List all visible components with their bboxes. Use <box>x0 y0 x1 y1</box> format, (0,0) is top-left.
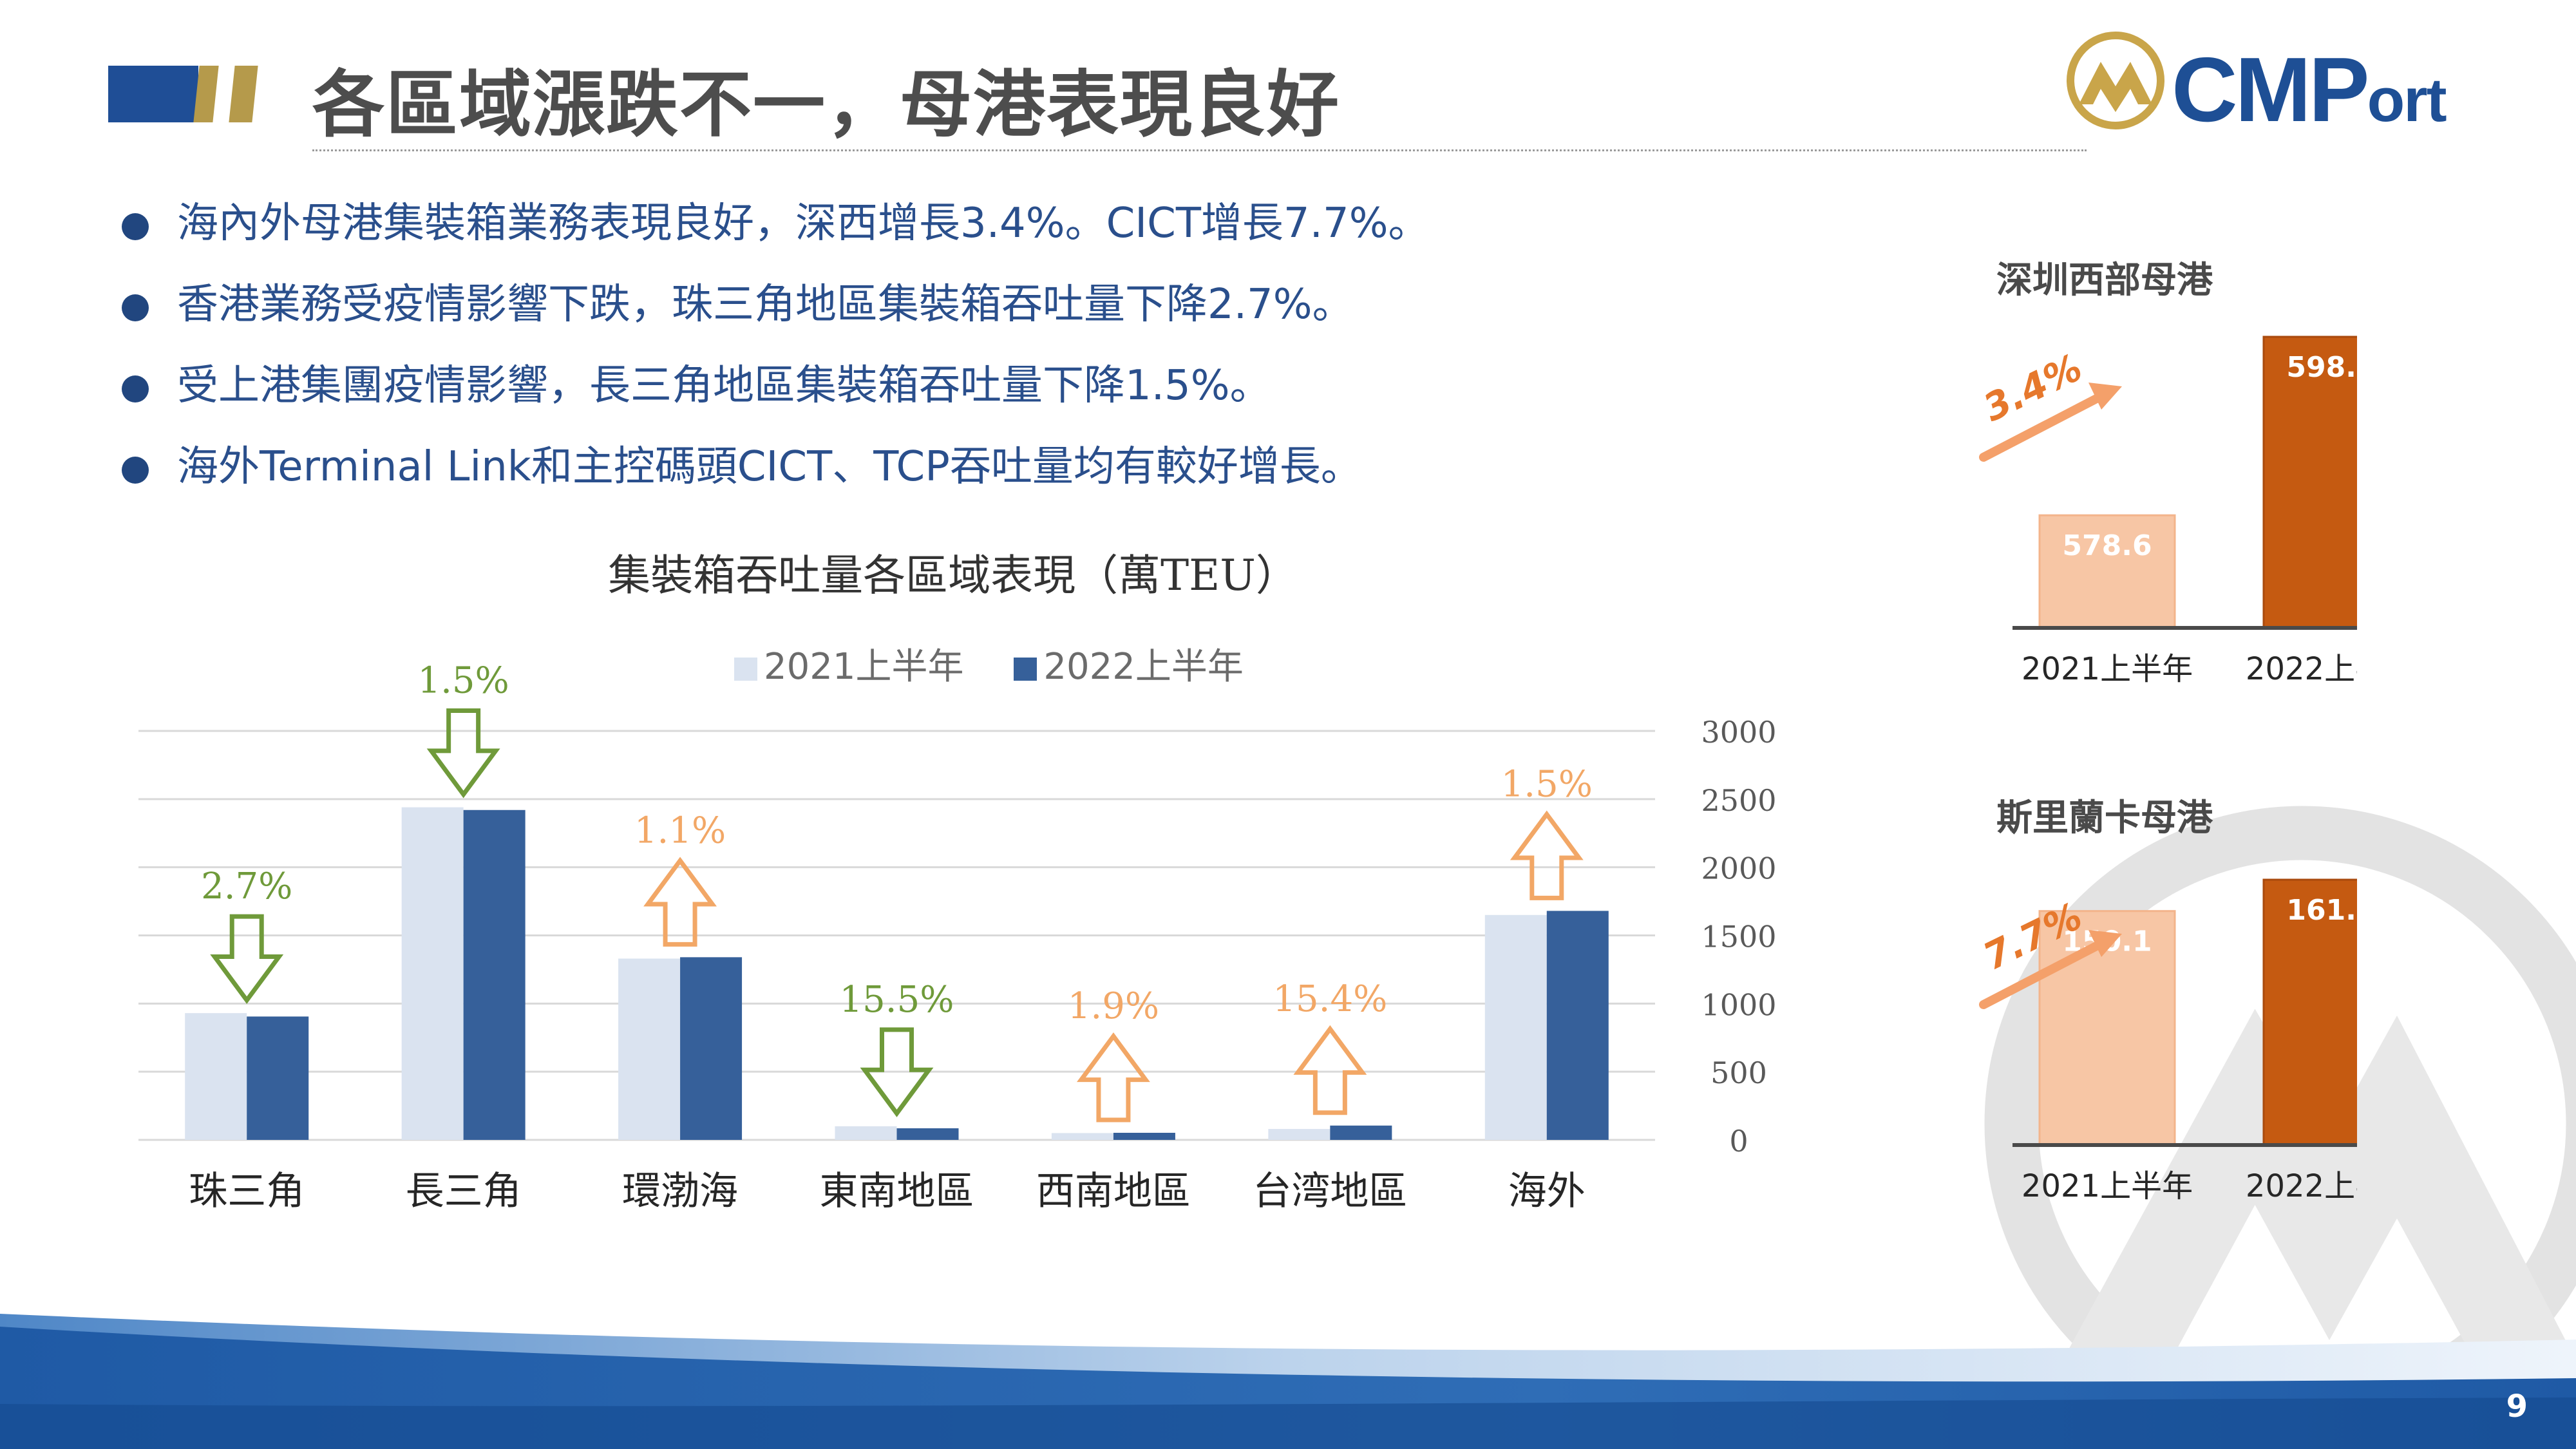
bar-2022 <box>247 1016 309 1140</box>
title-divider <box>312 149 2087 151</box>
bar-2021 <box>185 1013 247 1140</box>
shenzhen-west-chart: 深圳西部母港 578.6 2021上半年 598.3 2022上半年 3.4% <box>1868 245 2357 696</box>
y-tick-label: 1500 <box>1701 920 1776 954</box>
header-bar-block <box>108 66 198 122</box>
x-category-label: 2022上半年 <box>2246 1168 2357 1204</box>
bullet-dot-icon <box>122 294 149 321</box>
growth-label: 3.4% <box>1976 345 2088 430</box>
bar-2022 <box>1546 911 1609 1140</box>
down-arrow-icon <box>210 914 284 1005</box>
x-category-label: 2022上半年 <box>2246 651 2357 687</box>
growth-arrow-icon <box>1979 938 2107 1009</box>
cmport-emblem-icon <box>2067 32 2164 129</box>
growth-arrowhead-icon <box>2088 383 2122 410</box>
growth-arrow-icon <box>1979 391 2107 462</box>
bar-2021 <box>835 1126 897 1140</box>
y-tick-label: 2000 <box>1701 851 1776 886</box>
up-arrow-icon <box>1510 810 1584 900</box>
change-label: 1.1% <box>634 810 726 851</box>
x-category-label: 東南地區 <box>820 1169 974 1214</box>
up-arrow-icon <box>1293 1025 1367 1115</box>
side-chart-title: 斯里蘭卡母港 <box>1996 797 2213 839</box>
change-label: 1.5% <box>1501 763 1593 805</box>
logo-wordmark: CMPort <box>2172 39 2447 141</box>
page-number: 9 <box>2506 1388 2528 1425</box>
legend-item-2022: 2022上半年 <box>1014 638 1244 690</box>
bullet-dot-icon <box>122 375 149 402</box>
change-label: 1.5% <box>418 660 509 702</box>
regional-throughput-chart: 集裝箱吞吐量各區域表現（萬TEU） 2021上半年 2022上半年 3000 25… <box>97 541 1848 1256</box>
x-category-label: 珠三角 <box>189 1169 305 1214</box>
bar-2021 <box>618 958 681 1140</box>
main-chart-svg: 3000 2500 2000 1500 1000 500 0 珠三角 2.7% 長三角 1.5% 環渤… <box>138 660 1777 1214</box>
chart-legend: 2021上半年 2022上半年 <box>734 638 1282 690</box>
bar-2022 <box>2262 336 2357 629</box>
y-tick-label: 0 <box>1729 1124 1748 1159</box>
header-bar-gold-2 <box>229 66 258 122</box>
bar-2021 <box>1051 1133 1113 1140</box>
x-category-label: 2021上半年 <box>2022 1168 2193 1204</box>
x-category-label: 長三角 <box>406 1169 522 1214</box>
side-chart-title: 深圳西部母港 <box>1996 260 2213 301</box>
change-label: 15.4% <box>1273 978 1387 1020</box>
data-label: 578.6 <box>2062 529 2152 562</box>
bar-2021 <box>1268 1129 1331 1140</box>
bar-2021 <box>401 807 464 1140</box>
sri-lanka-chart: 斯里蘭卡母港 150.12021上半年161.72022上半年7.7% <box>1868 779 2357 1230</box>
y-tick-label: 3000 <box>1701 715 1776 750</box>
bullet-dot-icon <box>122 213 149 240</box>
up-arrow-icon <box>1076 1032 1150 1122</box>
bullet-dot-icon <box>122 457 149 484</box>
x-category-label: 台湾地區 <box>1253 1169 1407 1214</box>
bar-2022 <box>1113 1132 1175 1140</box>
change-label: 1.9% <box>1068 985 1159 1027</box>
down-arrow-icon <box>426 708 500 799</box>
bar-2022 <box>463 810 526 1140</box>
legend-item-2021: 2021上半年 <box>734 638 964 690</box>
bar-2021 <box>2038 514 2176 629</box>
y-tick-label: 1000 <box>1701 987 1776 1022</box>
bar-2022 <box>1330 1125 1392 1140</box>
side-chart-svg: 578.6 2021上半年 598.3 2022上半年 3.4% <box>1976 336 2357 687</box>
x-category-label: 2021上半年 <box>2022 651 2193 687</box>
y-tick-label: 500 <box>1710 1056 1767 1090</box>
data-label: 161.7 <box>2286 894 2357 927</box>
x-category-label: 環渤海 <box>622 1169 738 1214</box>
footer-wave <box>0 1314 2576 1449</box>
bar-2022 <box>680 957 743 1140</box>
data-label: 598.3 <box>2286 351 2357 384</box>
page-title: 各區域漲跌不一，母港表現良好 <box>312 63 1340 147</box>
bar-2021 <box>1484 914 1547 1140</box>
down-arrow-icon <box>860 1027 934 1117</box>
change-label: 15.5% <box>840 979 954 1021</box>
x-category-label: 海外 <box>1508 1169 1586 1214</box>
change-label: 2.7% <box>201 866 292 907</box>
up-arrow-icon <box>643 857 717 947</box>
side-chart-svg: 150.12021上半年161.72022上半年7.7% <box>1976 878 2357 1204</box>
chart-title: 集裝箱吞吐量各區域表現（萬TEU） <box>608 551 1298 600</box>
bar-2022 <box>2262 878 2357 1146</box>
y-tick-label: 2500 <box>1701 783 1776 818</box>
cmport-logo: CMPort <box>2061 26 2512 141</box>
bar-2022 <box>896 1128 959 1140</box>
growth-arrowhead-icon <box>2088 930 2122 957</box>
x-category-label: 西南地區 <box>1036 1169 1191 1214</box>
